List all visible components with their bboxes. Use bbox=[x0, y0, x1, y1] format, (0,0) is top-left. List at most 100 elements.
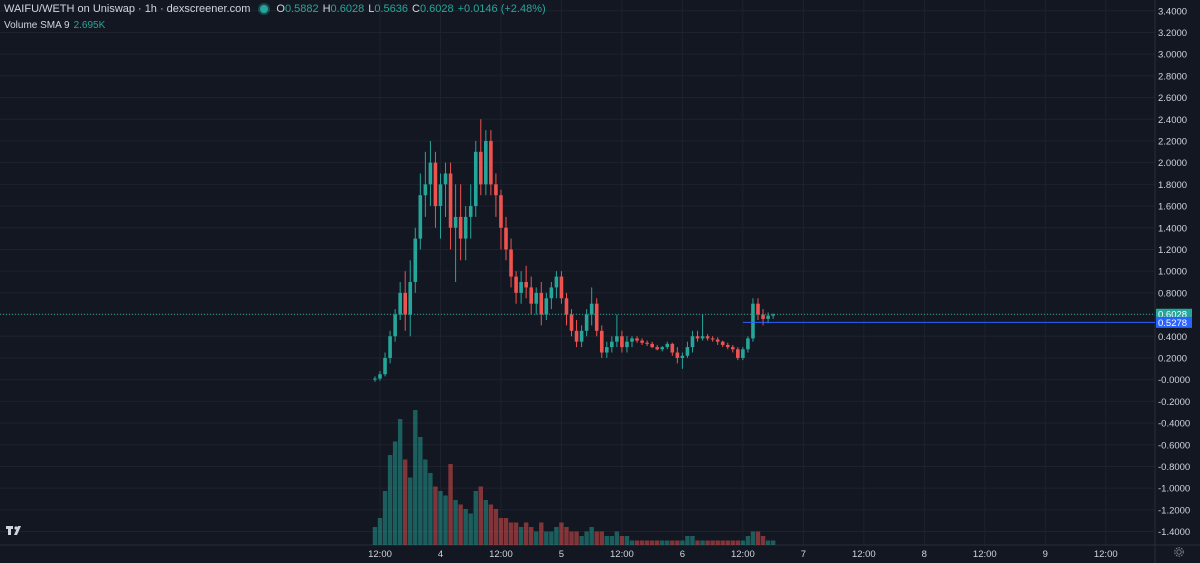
volume-bar bbox=[433, 486, 438, 545]
candle-body bbox=[615, 336, 619, 342]
time-tick-label: 9 bbox=[1043, 549, 1048, 560]
price-tick-label: -0.0000 bbox=[1158, 375, 1190, 386]
price-tick-label: 0.8000 bbox=[1158, 288, 1187, 299]
volume-bar bbox=[619, 536, 625, 545]
volume-bar bbox=[765, 540, 771, 545]
time-tick-label: 8 bbox=[922, 549, 927, 560]
candle-body bbox=[680, 355, 685, 358]
volume-bar bbox=[670, 540, 675, 545]
candle-body bbox=[574, 330, 579, 342]
candle-body bbox=[594, 303, 599, 331]
candle-body bbox=[378, 374, 382, 379]
candle-body bbox=[499, 195, 503, 228]
time-tick-label: 12:00 bbox=[1094, 549, 1118, 560]
volume-bar bbox=[609, 536, 615, 545]
candle-body bbox=[549, 287, 554, 299]
candle-body bbox=[468, 206, 473, 217]
volume-bar bbox=[423, 459, 428, 545]
candle-body bbox=[529, 287, 533, 304]
volume-legend[interactable]: Volume SMA 9 2.695K bbox=[4, 20, 105, 31]
volume-bar bbox=[518, 527, 524, 545]
volume-bar bbox=[750, 531, 756, 545]
candle-body bbox=[741, 349, 745, 358]
candle-body bbox=[655, 347, 659, 350]
volume-bar bbox=[559, 522, 564, 545]
price-tick-label: 2.6000 bbox=[1158, 93, 1187, 104]
volume-bar bbox=[594, 531, 599, 545]
volume-bar bbox=[418, 437, 423, 545]
candle-body bbox=[504, 227, 508, 250]
time-tick-label: 12:00 bbox=[852, 549, 876, 560]
price-tick-label: 3.0000 bbox=[1158, 50, 1187, 61]
candle-body bbox=[413, 238, 418, 282]
candle-body bbox=[685, 347, 690, 356]
time-tick-label: 4 bbox=[438, 549, 443, 560]
volume-bar bbox=[755, 531, 761, 545]
volume-bar bbox=[649, 540, 655, 545]
candle-body bbox=[388, 336, 392, 358]
volume-bar bbox=[680, 540, 685, 545]
gear-icon[interactable] bbox=[1173, 546, 1185, 558]
time-axis: 12:00 4 12:00 5 12:00 6 12:00 7 12:00 8 12:00 9 12:0… bbox=[368, 549, 1118, 560]
volume-bar bbox=[695, 540, 700, 545]
volume-bar bbox=[675, 540, 680, 545]
candle-body bbox=[398, 292, 402, 315]
candle-body bbox=[700, 336, 705, 339]
time-tick-label: 12:00 bbox=[731, 549, 755, 560]
volume-bar bbox=[629, 540, 635, 545]
last-price-tag: 0.6028 bbox=[1158, 310, 1187, 321]
candle-body bbox=[383, 357, 387, 375]
volume-bar bbox=[539, 522, 544, 545]
candle-body bbox=[579, 330, 584, 342]
volume-bar bbox=[508, 522, 514, 545]
high-value: 0.6028 bbox=[330, 3, 365, 15]
candle-body bbox=[423, 184, 428, 196]
volume-bar bbox=[392, 441, 398, 545]
price-tick-label: -0.6000 bbox=[1158, 440, 1190, 451]
price-tick-label: 1.6000 bbox=[1158, 202, 1187, 213]
candle-body bbox=[393, 314, 397, 337]
candle-body bbox=[650, 343, 654, 348]
candle-body bbox=[599, 330, 604, 353]
candle-body bbox=[751, 303, 755, 339]
candle-body bbox=[620, 336, 624, 348]
volume-bar bbox=[513, 522, 519, 545]
volume-bar bbox=[574, 531, 579, 545]
candle-body bbox=[539, 292, 544, 315]
candle-body bbox=[625, 341, 629, 348]
time-tick-label: 12:00 bbox=[368, 549, 392, 560]
candle-body bbox=[458, 216, 463, 239]
candle-body bbox=[463, 216, 468, 239]
symbol-title[interactable]: WAIFU/WETH on Uniswap bbox=[4, 3, 136, 15]
volume-bar bbox=[599, 531, 604, 545]
candle-body bbox=[705, 336, 710, 339]
chart-legend: WAIFU/WETH on Uniswap · 1h · dexscreener… bbox=[4, 3, 546, 15]
tradingview-logo-icon[interactable] bbox=[6, 524, 24, 538]
volume-bar bbox=[579, 536, 584, 545]
volume-bar bbox=[725, 540, 730, 545]
interval-label[interactable]: 1h bbox=[144, 3, 157, 15]
volume-label: Volume SMA 9 bbox=[4, 20, 70, 31]
volume-bar bbox=[448, 464, 453, 545]
candle-body bbox=[645, 342, 649, 344]
last-price-tag-bg bbox=[1156, 308, 1192, 320]
volume-bar bbox=[403, 459, 408, 545]
price-tick-label: 2.0000 bbox=[1158, 158, 1187, 169]
market-status-icon bbox=[260, 5, 269, 13]
price-tick-label: 2.8000 bbox=[1158, 71, 1187, 82]
volume-bar bbox=[614, 531, 620, 545]
candle-body bbox=[534, 292, 539, 304]
candle-body bbox=[584, 314, 589, 331]
price-tick-label: 0.4000 bbox=[1158, 332, 1187, 343]
price-tick-label: -1.0000 bbox=[1158, 484, 1190, 495]
sma-price-tag: 0.5278 bbox=[1158, 318, 1187, 329]
change-value: +0.0146 (+2.48%) bbox=[457, 3, 546, 15]
candle-body bbox=[710, 338, 715, 340]
volume-bar bbox=[443, 495, 448, 545]
volume-bar bbox=[473, 491, 478, 545]
candle-body bbox=[715, 339, 720, 342]
candle-body bbox=[438, 184, 443, 207]
candle-body bbox=[559, 276, 564, 299]
